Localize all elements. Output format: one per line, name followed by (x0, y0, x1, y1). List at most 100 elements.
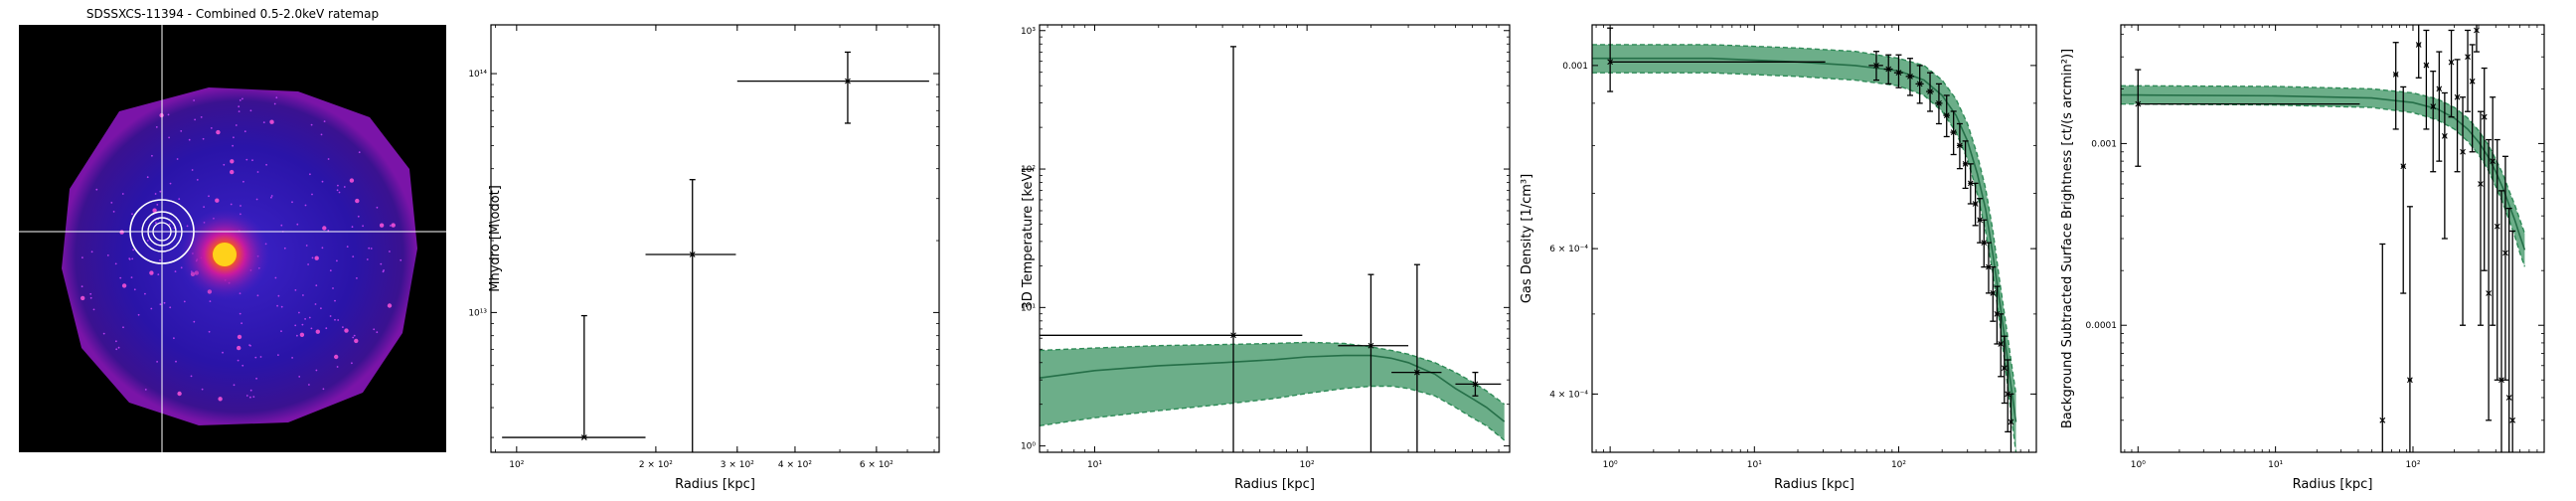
noise-dot (291, 201, 293, 204)
noise-dot (309, 173, 311, 176)
noise-dot (102, 332, 105, 335)
noise-dot (137, 313, 140, 316)
noise-dot (355, 198, 360, 204)
point-marker (1994, 311, 2001, 317)
noise-dot (351, 362, 353, 365)
noise-dot (254, 356, 257, 359)
data-point (2415, 25, 2422, 79)
noise-dot (130, 276, 133, 278)
point-marker (2441, 132, 2448, 139)
noise-dot (230, 169, 235, 175)
noise-dot (270, 195, 273, 197)
noise-dot (191, 169, 194, 171)
noise-dot (233, 136, 235, 139)
data-point (736, 51, 929, 124)
noise-dot (208, 330, 211, 333)
noise-dot (202, 137, 205, 140)
data-point (2481, 67, 2488, 271)
axes-frame (1039, 24, 1511, 453)
point-marker (2481, 113, 2488, 120)
noise-dot (307, 263, 309, 265)
noise-dot (301, 323, 304, 326)
data-point (2477, 110, 2484, 326)
noise-dot (216, 129, 221, 135)
noise-dot (168, 223, 171, 226)
y-tick-label: 10⁰ (1021, 442, 1036, 452)
noise-dot (325, 327, 328, 330)
point-marker (2430, 103, 2437, 109)
noise-dot (168, 136, 171, 139)
noise-dot (209, 300, 212, 302)
noise-dot (152, 208, 157, 213)
noise-dot (296, 223, 299, 226)
data-point (2008, 393, 2014, 452)
noise-dot (201, 388, 204, 391)
noise-dot (188, 138, 191, 141)
noise-dot (349, 178, 355, 183)
noise-dot (132, 249, 135, 251)
noise-dot (242, 180, 244, 183)
point-marker (1936, 99, 1942, 106)
point-marker (2379, 417, 2386, 423)
data-point (2473, 25, 2480, 53)
point-marker (2400, 163, 2407, 170)
noise-dot (315, 329, 320, 334)
noise-dot (243, 130, 246, 133)
y-axis-label: 3D Temperature [keV] (1021, 168, 1036, 310)
noise-dot (336, 366, 339, 368)
noise-dot (308, 316, 311, 319)
noise-dot (322, 226, 327, 231)
x-tick-label: 10² (509, 460, 524, 470)
noise-dot (230, 203, 233, 206)
point-marker (1943, 112, 1950, 118)
noise-dot (196, 179, 199, 181)
noise-dot (259, 356, 262, 358)
noise-dot (314, 255, 319, 260)
data-point (1950, 110, 1957, 156)
model-lower-bound (1592, 72, 2017, 452)
point-marker (1986, 263, 1992, 270)
noise-dot (391, 223, 396, 228)
noise-dot (114, 262, 117, 265)
data-point (2465, 29, 2472, 112)
noise-dot (193, 320, 196, 323)
axes-frame (1591, 24, 2037, 453)
point-marker (2490, 158, 2496, 165)
noise-dot (149, 270, 154, 275)
noise-dot (343, 186, 346, 188)
point-marker (1414, 369, 1420, 376)
noise-dot (294, 324, 297, 327)
model-upper-bound (1592, 44, 2017, 395)
noise-dot (314, 303, 317, 305)
noise-dot (239, 312, 242, 315)
point-marker (2469, 78, 2476, 84)
x-tick-label: 6 × 10² (860, 460, 893, 470)
noise-dot (389, 225, 392, 227)
noise-dot (352, 336, 355, 339)
noise-dot (92, 308, 95, 311)
noise-dot (156, 361, 159, 363)
noise-dot (353, 334, 356, 337)
noise-dot (344, 328, 349, 333)
point-marker (2135, 100, 2142, 107)
y-tick-label: 0.001 (2091, 139, 2117, 149)
data-point (2423, 29, 2430, 130)
x-tick-label: 10² (2405, 460, 2420, 470)
noise-dot (154, 193, 157, 195)
noise-dot (269, 119, 274, 124)
data-point (2454, 59, 2461, 173)
noise-dot (280, 330, 282, 333)
noise-dot (235, 124, 238, 126)
noise-dot (238, 105, 241, 108)
point-marker (2494, 223, 2500, 230)
noise-dot (276, 304, 278, 307)
data-point (2135, 69, 2360, 167)
noise-dot (323, 120, 326, 122)
noise-dot (400, 258, 402, 261)
y-tick-label: 10² (1021, 165, 1036, 175)
noise-dot (238, 110, 241, 112)
noise-dot (265, 163, 267, 166)
noise-dot (329, 315, 332, 317)
noise-dot (249, 389, 252, 392)
